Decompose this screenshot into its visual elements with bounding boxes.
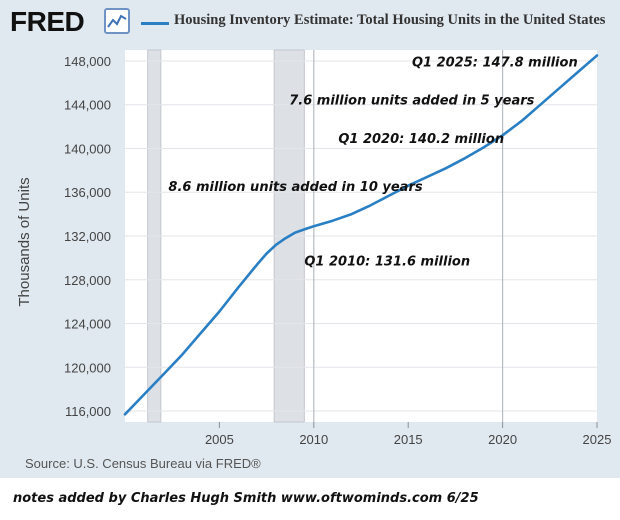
annotation-label: Q1 2020: 140.2 million [338, 132, 504, 147]
fred-logo[interactable]: FRED [10, 6, 85, 37]
annotation-label: 8.6 million units added in 10 years [168, 180, 422, 195]
y-tick-label: 144,000 [64, 98, 111, 113]
footer-note: notes added by Charles Hugh Smith www.of… [13, 491, 479, 506]
y-tick-label: 128,000 [64, 273, 111, 288]
y-tick-label: 132,000 [64, 229, 111, 244]
y-tick-label: 124,000 [64, 317, 111, 332]
line-chart: 116,000 120,000 124,000 128,000 132,000 136,0… [16, 49, 612, 447]
y-tick-label: 140,000 [64, 141, 111, 156]
legend-line-swatch [141, 22, 169, 25]
y-tick-label: 148,000 [64, 54, 111, 69]
x-tick-label: 2020 [488, 432, 517, 447]
x-tick-label: 2025 [583, 432, 612, 447]
y-tick-label: 120,000 [64, 360, 111, 375]
x-tick-label: 2010 [299, 432, 328, 447]
chart-frame: FRED Housing Inventory Estimate: Total H… [0, 0, 620, 478]
x-tick-label: 2015 [394, 432, 423, 447]
annotation-label: Q1 2010: 131.6 million [304, 255, 470, 270]
annotation-label: Q1 2025: 147.8 million [412, 55, 578, 70]
x-tick-label: 2005 [205, 432, 234, 447]
annotation-label: 7.6 million units added in 5 years [289, 94, 534, 109]
source-note: Source: U.S. Census Bureau via FRED® [25, 456, 261, 471]
y-axis-label: Thousands of Units [16, 177, 33, 306]
y-tick-label: 136,000 [64, 185, 111, 200]
chart-header: FRED Housing Inventory Estimate: Total H… [0, 0, 620, 46]
series-title: Housing Inventory Estimate: Total Housin… [174, 12, 606, 28]
fred-chart-icon [104, 8, 130, 34]
y-tick-label: 116,000 [65, 404, 111, 419]
series-line [123, 54, 599, 416]
